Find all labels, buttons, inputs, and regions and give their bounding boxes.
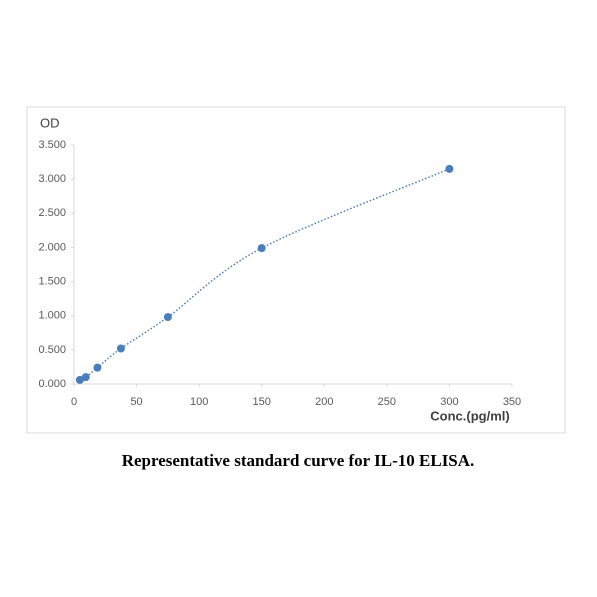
- y-tick-label: 1.000: [38, 310, 66, 322]
- data-point: [257, 244, 266, 253]
- y-tick-label: 3.000: [38, 173, 66, 185]
- data-point: [81, 373, 90, 382]
- data-point: [116, 344, 125, 353]
- x-tick-label: 300: [440, 396, 458, 408]
- y-tick-label: 0.500: [38, 344, 66, 356]
- data-point: [93, 363, 102, 372]
- x-tick-label: 100: [190, 396, 208, 408]
- x-tick-label: 350: [503, 396, 521, 408]
- y-tick-label: 2.500: [38, 207, 66, 219]
- x-tick-label: 150: [253, 396, 271, 408]
- chart-frame: [26, 106, 566, 434]
- y-axis-title: OD: [40, 115, 60, 130]
- x-axis-title: Conc.(pg/ml): [430, 408, 509, 423]
- y-tick-label: 1.500: [38, 275, 66, 287]
- x-tick-label: 50: [130, 396, 142, 408]
- y-tick-label: 0.000: [38, 378, 66, 390]
- x-tick-label: 0: [71, 396, 77, 408]
- data-point: [445, 164, 454, 173]
- caption: Representative standard curve for IL-10 …: [122, 451, 475, 470]
- x-tick-label: 250: [378, 396, 396, 408]
- y-tick-label: 3.500: [38, 139, 66, 151]
- x-tick-label: 200: [315, 396, 333, 408]
- y-tick-label: 2.000: [38, 241, 66, 253]
- data-point: [163, 313, 172, 322]
